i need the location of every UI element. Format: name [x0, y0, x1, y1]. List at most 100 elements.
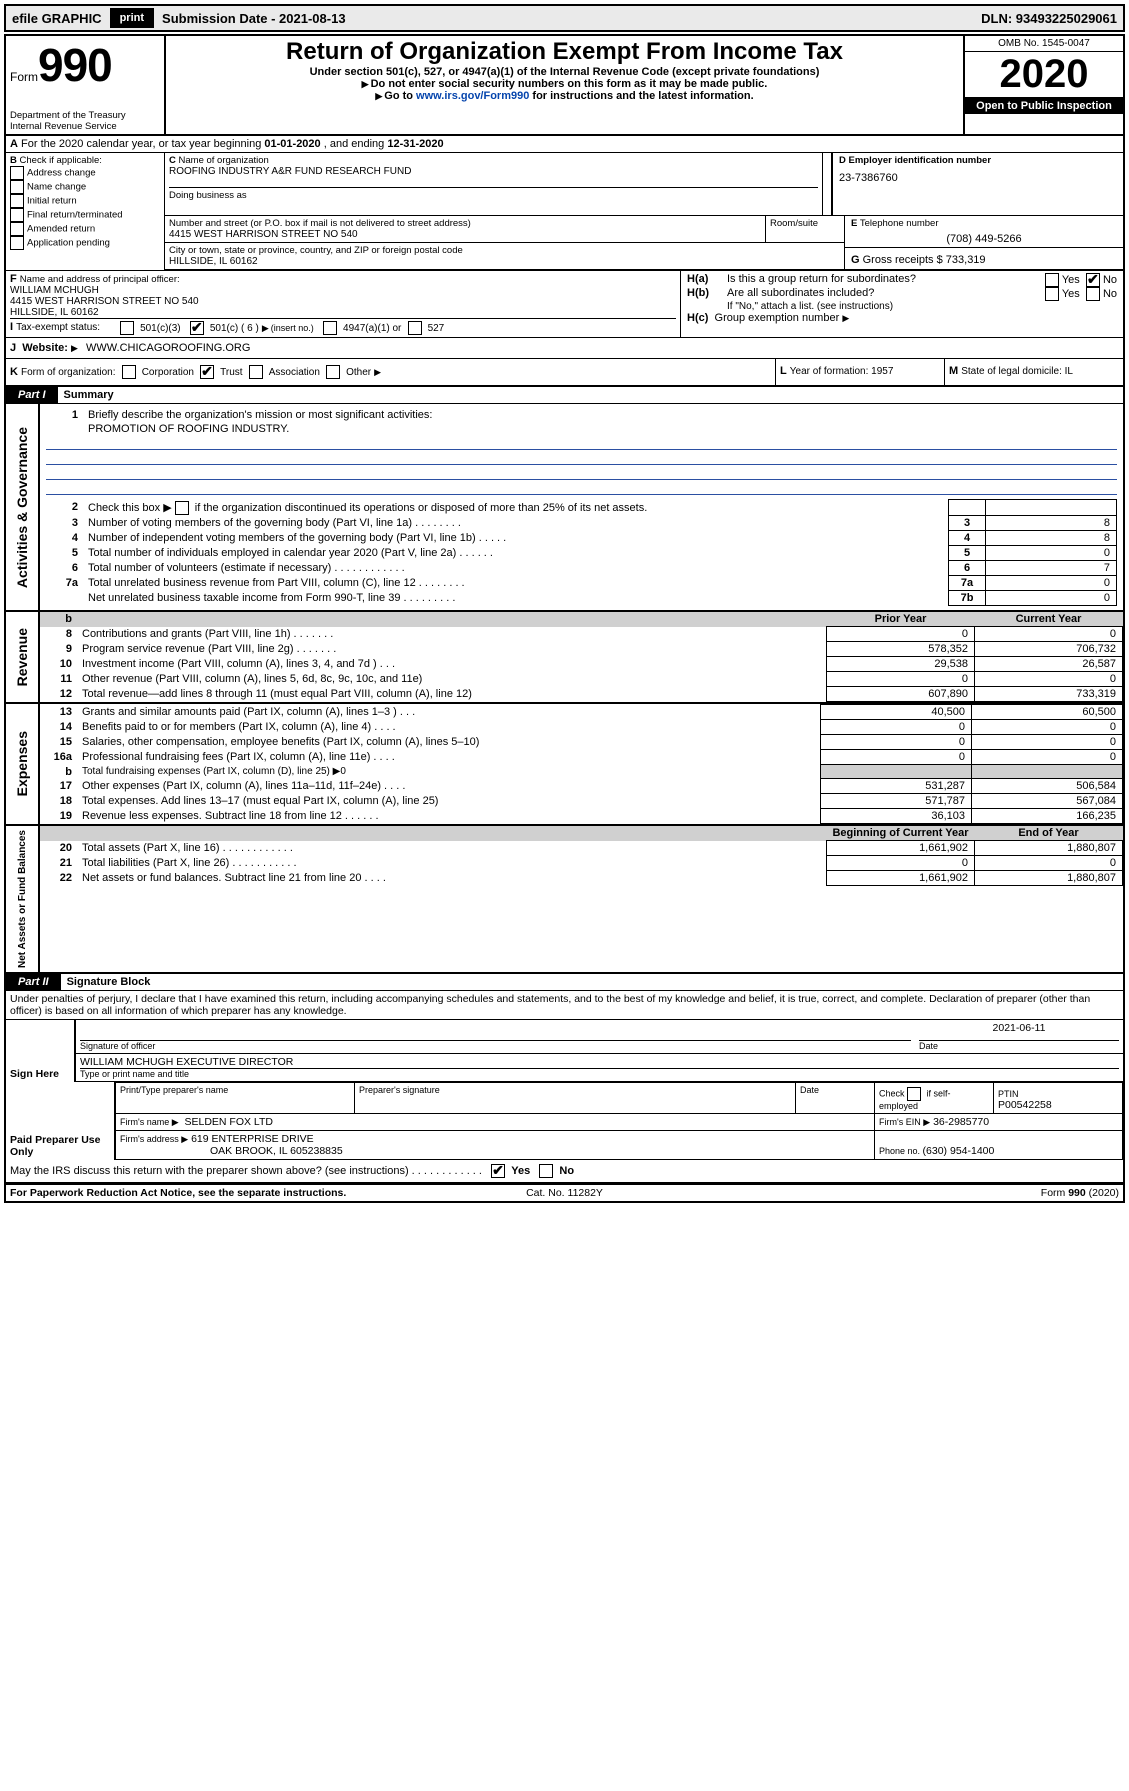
top-toolbar: efile GRAPHIC print Submission Date - 20…: [4, 4, 1125, 32]
year-formation-label: Year of formation:: [790, 366, 871, 377]
open-public: Open to Public Inspection: [965, 98, 1123, 114]
line-4: 4Number of independent voting members of…: [46, 531, 1117, 546]
self-employed-label: Check if self-employed: [879, 1087, 989, 1111]
prep-date-label: Date: [800, 1085, 870, 1095]
firm-name: SELDEN FOX LTD: [185, 1116, 274, 1128]
line-13: 13Grants and similar amounts paid (Part …: [40, 705, 1123, 720]
chk-501c[interactable]: [190, 321, 204, 335]
officer-label: Name and address of principal officer:: [20, 274, 180, 285]
year-formation: 1957: [871, 366, 893, 377]
chk-discuss-yes[interactable]: [491, 1164, 505, 1178]
chk-hb-no[interactable]: [1086, 287, 1100, 301]
gross-value: 733,319: [946, 254, 986, 266]
line-7a: 7aTotal unrelated business revenue from …: [46, 576, 1117, 591]
chk-discontinued[interactable]: [175, 501, 189, 515]
formorg-label: Form of organization:: [21, 367, 116, 378]
box-b-label: Check if applicable:: [20, 155, 102, 166]
chk-501c3[interactable]: [120, 321, 134, 335]
line-14: 14Benefits paid to or for members (Part …: [40, 720, 1123, 735]
org-city: HILLSIDE, IL 60162: [169, 256, 840, 267]
firm-addr-label: Firm's address ▶: [120, 1134, 188, 1144]
hdr-end-year: End of Year: [975, 826, 1123, 841]
line-18: 18Total expenses. Add lines 13–17 (must …: [40, 794, 1123, 809]
chk-amended-return[interactable]: [10, 222, 24, 236]
chk-trust[interactable]: [200, 365, 214, 379]
submission-date: Submission Date - 2021-08-13: [156, 6, 352, 30]
subtitle-1: Under section 501(c), 527, or 4947(a)(1)…: [170, 66, 959, 78]
chk-corp[interactable]: [122, 365, 136, 379]
side-expenses: Expenses: [6, 704, 40, 824]
chk-527[interactable]: [408, 321, 422, 335]
gross-label: Gross receipts $: [863, 254, 943, 266]
chk-discuss-no[interactable]: [539, 1164, 553, 1178]
line-16b: bTotal fundraising expenses (Part IX, co…: [40, 765, 1123, 779]
cat-no: Cat. No. 11282Y: [380, 1187, 750, 1199]
state-dom: IL: [1065, 366, 1073, 377]
chk-ha-yes[interactable]: [1045, 273, 1059, 287]
chk-ha-no[interactable]: [1086, 273, 1100, 287]
firm-addr1: 619 ENTERPRISE DRIVE: [191, 1133, 314, 1145]
form-ref: Form 990 (2020): [749, 1187, 1119, 1199]
omb-number: OMB No. 1545-0047: [965, 36, 1123, 52]
org-address: 4415 WEST HARRISON STREET NO 540: [169, 229, 761, 240]
type-name-label: Type or print name and title: [80, 1069, 1119, 1079]
form-title: Return of Organization Exempt From Incom…: [170, 38, 959, 66]
subtitle-2: Do not enter social security numbers on …: [371, 78, 768, 90]
ein-value: 23-7386760: [839, 172, 1117, 184]
hdr-current-year: Current Year: [975, 612, 1123, 627]
line-9: 9Program service revenue (Part VIII, lin…: [40, 642, 1123, 657]
line-10: 10Investment income (Part VIII, column (…: [40, 657, 1123, 672]
city-label: City or town, state or province, country…: [169, 245, 840, 256]
chk-address-change[interactable]: [10, 166, 24, 180]
firm-phone-label: Phone no.: [879, 1146, 923, 1156]
website-label: Website:: [22, 342, 68, 354]
line-16a: 16aProfessional fundraising fees (Part I…: [40, 750, 1123, 765]
sig-date-label: Date: [919, 1041, 1119, 1051]
line-8: 8Contributions and grants (Part VIII, li…: [40, 627, 1123, 642]
irs-label: Internal Revenue Service: [10, 121, 160, 132]
page-footer: For Paperwork Reduction Act Notice, see …: [6, 1184, 1123, 1201]
line-3: 3Number of voting members of the governi…: [46, 516, 1117, 531]
name-label: Name of organization: [179, 155, 269, 166]
firm-name-label: Firm's name ▶: [120, 1117, 179, 1127]
line-5: 5Total number of individuals employed in…: [46, 546, 1117, 561]
chk-application-pending[interactable]: [10, 236, 24, 250]
chk-initial-return[interactable]: [10, 194, 24, 208]
hdr-beginning-year: Beginning of Current Year: [827, 826, 975, 841]
officer-addr1: 4415 WEST HARRISON STREET NO 540: [10, 296, 676, 307]
efile-label: efile GRAPHIC: [6, 6, 108, 30]
firm-ein-label: Firm's EIN ▶: [879, 1117, 930, 1127]
dba-label: Doing business as: [169, 187, 818, 201]
q1a: PROMOTION OF ROOFING INDUSTRY.: [84, 422, 1117, 436]
irs-link[interactable]: www.irs.gov/Form990: [416, 90, 529, 102]
q2-row: Check this box ▶ if the organization dis…: [84, 500, 949, 516]
side-revenue: Revenue: [6, 612, 40, 702]
firm-phone: (630) 954-1400: [923, 1145, 995, 1157]
print-button[interactable]: print: [110, 8, 154, 28]
chk-self-employed[interactable]: [907, 1087, 921, 1101]
line-22: 22Net assets or fund balances. Subtract …: [40, 871, 1123, 886]
sig-officer-label: Signature of officer: [80, 1041, 911, 1051]
chk-assoc[interactable]: [249, 365, 263, 379]
hb-note: If "No," attach a list. (see instruction…: [687, 301, 1117, 312]
firm-ein: 36-2985770: [933, 1116, 989, 1128]
line-19: 19Revenue less expenses. Subtract line 1…: [40, 809, 1123, 824]
line-17: 17Other expenses (Part IX, column (A), l…: [40, 779, 1123, 794]
phone-value: (708) 449-5266: [851, 233, 1117, 245]
line-11: 11Other revenue (Part VIII, column (A), …: [40, 672, 1123, 687]
form-number: 990: [38, 39, 112, 91]
chk-other[interactable]: [326, 365, 340, 379]
ptin-label: PTIN: [998, 1089, 1118, 1099]
chk-name-change[interactable]: [10, 180, 24, 194]
chk-final-return[interactable]: [10, 208, 24, 222]
side-net-assets: Net Assets or Fund Balances: [6, 826, 40, 972]
hc-label: Group exemption number: [715, 312, 840, 324]
ha-label: Is this a group return for subordinates?: [727, 273, 1045, 287]
chk-hb-yes[interactable]: [1045, 287, 1059, 301]
q1: Briefly describe the organization's miss…: [84, 408, 1117, 422]
sign-here-label: Sign Here: [6, 1020, 75, 1082]
chk-4947[interactable]: [323, 321, 337, 335]
org-name: ROOFING INDUSTRY A&R FUND RESEARCH FUND: [169, 166, 818, 177]
line-a: A For the 2020 calendar year, or tax yea…: [6, 136, 1123, 153]
line-12: 12Total revenue—add lines 8 through 11 (…: [40, 687, 1123, 702]
